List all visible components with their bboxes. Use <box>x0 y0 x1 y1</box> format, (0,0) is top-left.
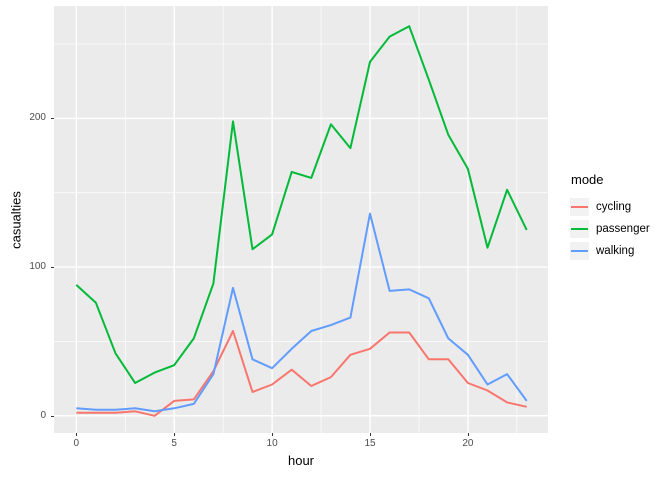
x-tick-mark <box>174 433 176 436</box>
legend-key-walking <box>570 242 589 260</box>
x-tick-label: 15 <box>364 438 376 449</box>
legend-key-line-icon <box>571 228 588 230</box>
x-axis-title: hour <box>287 453 315 468</box>
line-passenger <box>75 25 528 384</box>
y-tick-label: 200 <box>29 112 46 124</box>
y-tick-mark <box>51 415 54 417</box>
line-walking <box>76 212 528 413</box>
y-tick-label: 100 <box>29 261 46 273</box>
legend-item-cycling: cycling <box>570 198 650 216</box>
legend-item-walking: walking <box>570 242 650 260</box>
legend-key-line-icon <box>571 250 588 252</box>
legend-key-line-icon <box>571 206 588 208</box>
legend-title: mode <box>571 172 604 187</box>
legend: mode cycling passenger walking <box>570 172 650 264</box>
x-tick-label: 0 <box>73 438 80 449</box>
x-tick-label: 20 <box>462 438 474 449</box>
x-tick-label: 10 <box>266 438 278 449</box>
legend-key-cycling <box>570 198 589 216</box>
x-tick-mark <box>467 433 469 436</box>
y-axis-title: casualties <box>8 191 24 249</box>
y-tick-mark <box>51 118 54 120</box>
legend-key-passenger <box>570 220 589 238</box>
legend-item-passenger: passenger <box>570 220 650 238</box>
legend-label-walking: walking <box>596 245 635 257</box>
x-tick-mark <box>272 433 274 436</box>
y-tick-label: 0 <box>40 409 46 421</box>
line-cycling <box>76 330 527 417</box>
legend-label-cycling: cycling <box>596 201 632 213</box>
x-tick-mark <box>370 433 371 436</box>
y-tick-mark <box>51 267 54 269</box>
legend-label-passenger: passenger <box>596 223 650 235</box>
plot-lines-svg <box>54 6 548 433</box>
plot-panel <box>54 6 548 433</box>
x-tick-mark <box>76 433 78 436</box>
legend-items: cycling passenger walking <box>570 198 650 260</box>
x-tick-label: 5 <box>171 438 177 449</box>
